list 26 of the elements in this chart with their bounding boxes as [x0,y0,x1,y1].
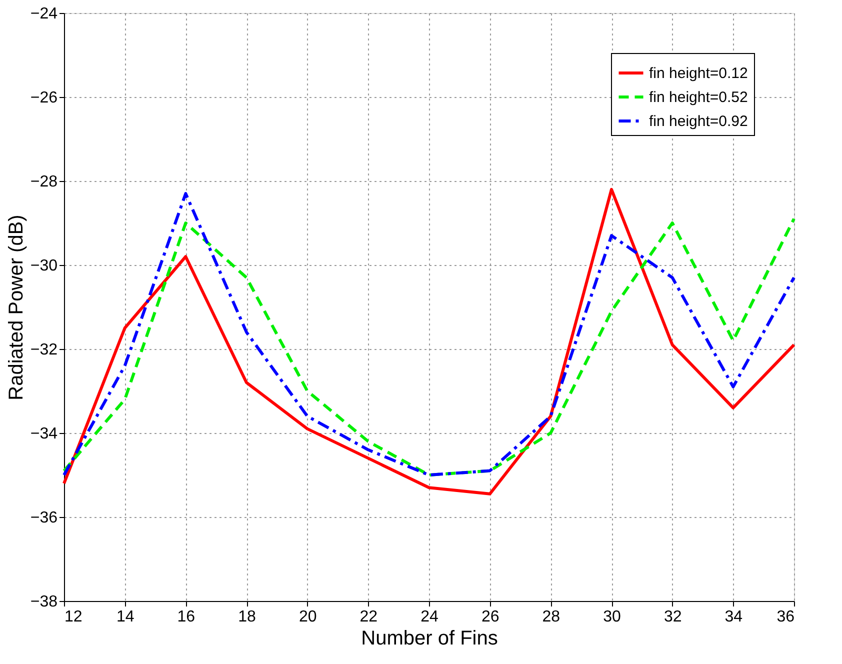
y-tick-label: −38 [30,594,58,610]
x-tick-label: 12 [64,608,82,626]
x-tick-label: 18 [238,608,256,626]
x-tick-label: 14 [116,608,134,626]
y-tick-label: −34 [30,426,58,442]
y-tick-label: −28 [30,174,58,190]
x-tick-label: 16 [177,608,196,626]
x-tick-label: 28 [542,608,560,626]
x-tick-label: 22 [360,608,378,626]
x-tick-label: 36 [776,608,795,626]
x-axis-title: Number of Fins [361,628,498,650]
legend-label: fin height=0.12 [649,65,748,82]
legend-label: fin height=0.52 [649,89,748,106]
x-tick-label: 32 [664,608,682,626]
x-tick-label: 34 [724,608,743,626]
legend-label: fin height=0.92 [649,113,748,130]
y-tick-label: −36 [30,510,58,526]
x-tick-label: 20 [298,608,317,626]
x-tick-label: 30 [603,608,621,626]
y-tick-label: −30 [30,258,58,274]
y-axis-title: Radiated Power (dB) [5,214,28,400]
x-tick-label: 24 [420,608,438,626]
x-tick-label: 26 [481,608,500,626]
y-tick-label: −32 [30,342,58,358]
y-tick-label: −26 [30,90,58,106]
y-tick-label: −24 [30,6,58,22]
